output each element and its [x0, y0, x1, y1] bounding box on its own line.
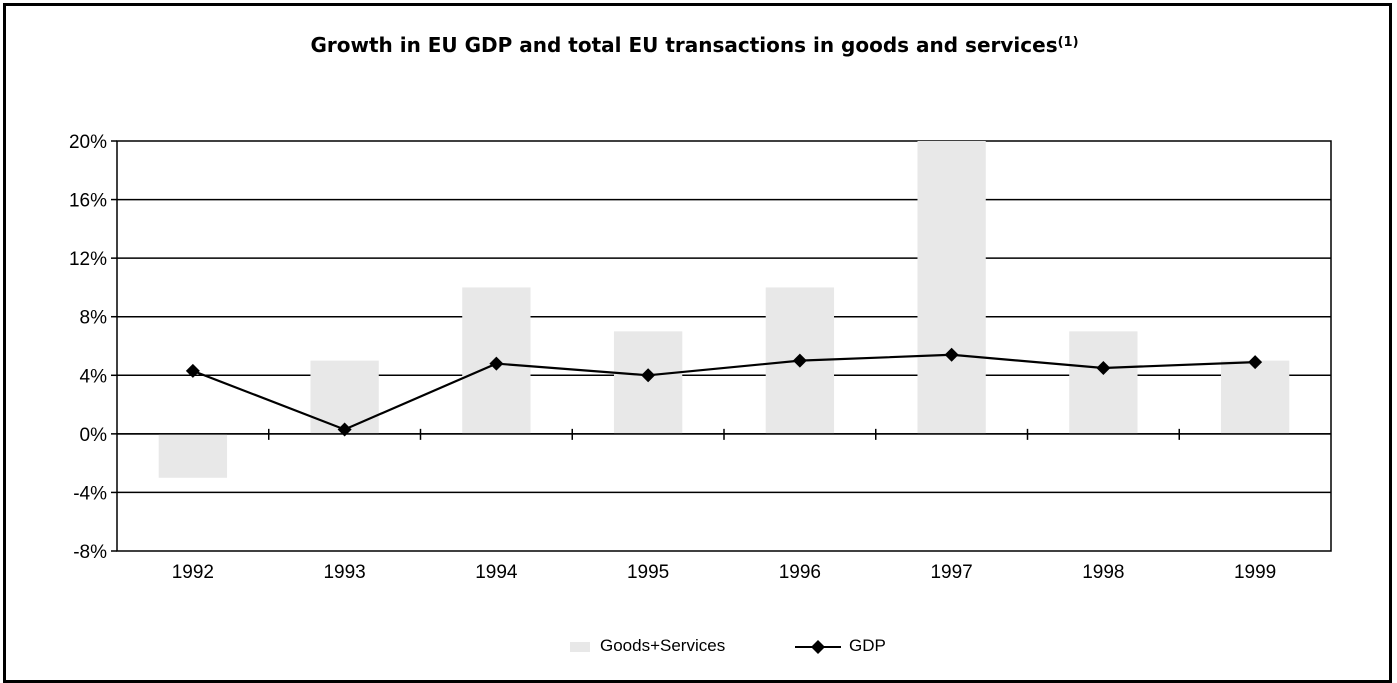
x-tick-label: 1992 [172, 562, 214, 583]
y-tick-label: -4% [73, 483, 107, 504]
x-tick-label: 1996 [779, 562, 821, 583]
legend-swatch-goods-services [570, 641, 590, 652]
y-tick-label: 12% [69, 249, 107, 270]
gdp-marker [944, 347, 959, 362]
chart-plot: -8% -4% 0% 4% 8% 12% 16% 20% 1992 1993 1994 1995 199… [69, 132, 1332, 583]
gdp-marker [337, 422, 352, 437]
y-tick-label: 16% [69, 191, 107, 212]
x-tick-label: 1997 [930, 562, 972, 583]
title-footnote: (1) [1057, 35, 1079, 50]
bar-goods-services [1220, 360, 1290, 434]
legend-item-goods-services: Goods+Services [570, 636, 725, 656]
gdp-marker [1096, 360, 1111, 375]
gdp-line [192, 353, 1256, 431]
chart-legend: Goods+Services GDP [0, 636, 1397, 664]
y-tick-label: 20% [69, 132, 107, 153]
x-tick-label: 1995 [627, 562, 669, 583]
gdp-marker [641, 368, 656, 383]
chart-title: Growth in EU GDP and total EU transactio… [0, 33, 1389, 57]
chart-title-text: Growth in EU GDP and total EU transactio… [310, 33, 1058, 57]
y-tick-label: 4% [80, 366, 108, 387]
legend-label-gdp: GDP [849, 636, 886, 655]
chart-frame [3, 3, 1392, 683]
x-tick-label: 1993 [323, 562, 365, 583]
x-tick-label: 1998 [1082, 562, 1124, 583]
bar-goods-services [917, 141, 986, 434]
legend-label-goods-services: Goods+Services [600, 636, 726, 655]
x-tick-label: 1994 [475, 562, 518, 583]
y-tick-label: 0% [80, 425, 108, 446]
bar-goods-services [613, 331, 683, 434]
y-tick-label: -8% [73, 542, 107, 563]
x-tick-label: 1999 [1234, 562, 1276, 583]
gdp-marker [489, 356, 504, 371]
bar-goods-services [158, 433, 228, 478]
bar-goods-services [1069, 331, 1138, 434]
gdp-marker [1248, 355, 1263, 370]
legend-item-gdp: GDP [795, 636, 886, 656]
gdp-marker [792, 353, 807, 368]
plot-area [116, 140, 1332, 552]
gdp-marker [185, 363, 200, 378]
legend-marker-gdp [795, 639, 841, 654]
y-tick-label: 8% [80, 308, 108, 329]
